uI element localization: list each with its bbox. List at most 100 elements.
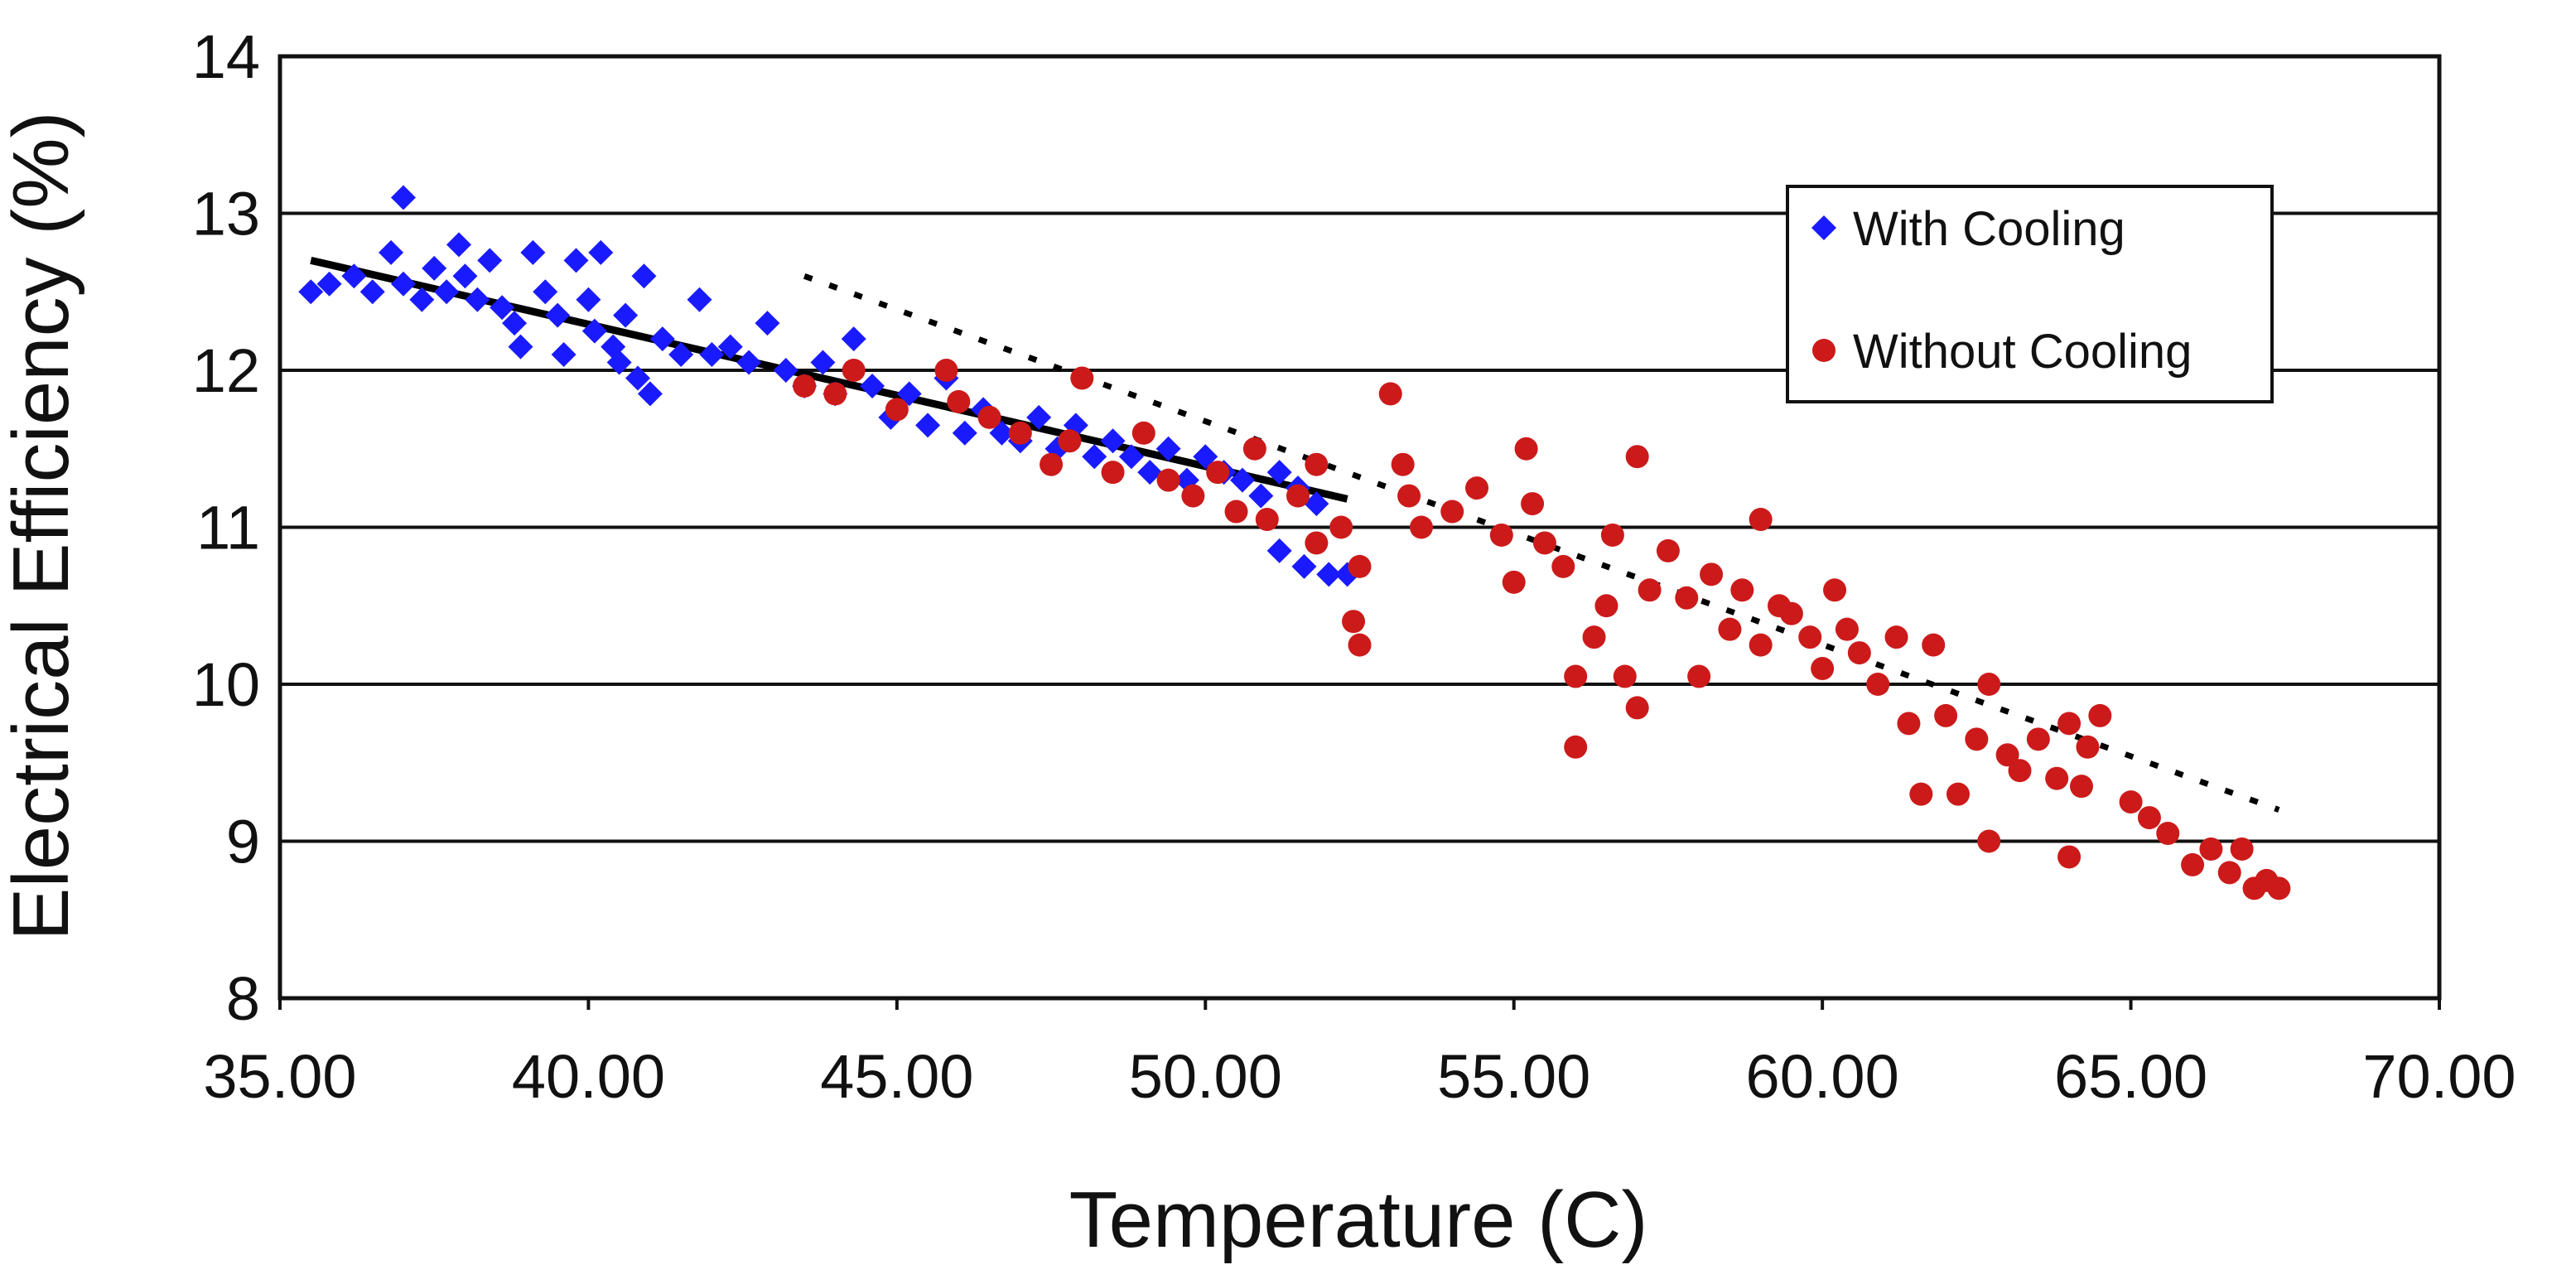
without-cooling-point	[947, 389, 971, 413]
without-cooling-point	[1835, 617, 1859, 641]
without-cooling-trendline	[803, 273, 2280, 813]
with-cooling-point	[316, 271, 342, 297]
without-cooling-point	[1532, 531, 1556, 555]
tick-labels: 8 9 10 11 12 13 14 35.00 40.00 45.00 50.00 55.00 60.…	[192, 22, 2516, 1111]
with-cooling-point	[1266, 460, 1292, 485]
without-cooling-point	[1378, 382, 1402, 406]
without-cooling-point	[1465, 476, 1489, 500]
without-cooling-point	[842, 359, 866, 382]
without-cooling-point	[1995, 743, 2019, 767]
with-cooling-point	[545, 302, 571, 328]
with-cooling-point	[625, 365, 651, 391]
with-cooling-point	[1137, 460, 1163, 485]
with-cooling-point	[563, 248, 589, 273]
without-cooling-point	[1779, 601, 1803, 625]
with-cooling-point	[502, 311, 528, 336]
without-cooling-point	[1847, 641, 1871, 665]
without-cooling-point	[1070, 366, 1094, 390]
without-cooling-point	[1440, 500, 1464, 524]
without-cooling-point	[823, 382, 847, 406]
without-cooling-point	[1811, 657, 1835, 681]
y-tick-label: 11	[196, 494, 260, 562]
x-tick-label: 55.00	[1437, 1042, 1590, 1111]
with-cooling-point	[1155, 436, 1181, 461]
with-cooling-point	[422, 255, 447, 281]
without-cooling-point	[2137, 806, 2161, 830]
with-cooling-point	[915, 413, 941, 438]
without-cooling-point	[1613, 664, 1637, 688]
without-cooling-point	[1514, 437, 1538, 461]
with-cooling-point	[755, 311, 780, 336]
y-tick-label: 13	[192, 180, 260, 249]
without-cooling-point	[1718, 617, 1742, 641]
x-axis-title: Temperature (C)	[1069, 1175, 1648, 1264]
without-cooling-point	[1101, 461, 1125, 485]
with-cooling-point	[581, 318, 607, 344]
with-cooling-point	[1118, 444, 1144, 470]
without-cooling-point	[1798, 625, 1822, 649]
with-cooling-point	[465, 287, 490, 312]
without-cooling-point	[2199, 837, 2223, 861]
without-cooling-point	[1348, 633, 1372, 657]
with-cooling-point	[773, 358, 798, 383]
without-cooling-point	[1730, 578, 1754, 602]
y-tick-label: 14	[192, 22, 260, 91]
legend-marker-without-cooling	[1812, 339, 1836, 362]
without-cooling-point	[2045, 766, 2069, 790]
with-cooling-point	[860, 373, 885, 398]
with-cooling-point	[717, 334, 743, 360]
without-cooling-point	[1502, 570, 1526, 594]
without-cooling-point	[2069, 775, 2093, 799]
without-cooling-point	[2217, 861, 2241, 885]
legend-marker-with-cooling	[1811, 215, 1836, 240]
without-cooling-point	[2088, 703, 2112, 727]
with-cooling-point	[508, 334, 533, 360]
without-cooling-point	[1521, 492, 1545, 516]
x-tick-label: 40.00	[512, 1042, 665, 1111]
x-tick-label: 60.00	[1746, 1042, 1899, 1111]
x-tick-label: 50.00	[1129, 1042, 1282, 1111]
legend-label: With Cooling	[1853, 202, 2125, 256]
with-cooling-point	[1026, 404, 1052, 430]
with-cooling-point	[1248, 483, 1274, 509]
without-cooling-point	[1749, 508, 1773, 532]
with-cooling-point	[841, 326, 866, 352]
without-cooling-point	[1582, 625, 1606, 649]
with-cooling-point	[477, 248, 503, 273]
with-cooling-point	[810, 350, 836, 375]
with-cooling-point	[606, 350, 632, 375]
without-cooling-point	[1922, 633, 1946, 657]
axes	[277, 54, 2442, 1010]
without-cooling-point	[2057, 845, 2082, 869]
y-tick-label: 8	[226, 964, 260, 1033]
without-cooling-point	[2181, 852, 2205, 876]
without-cooling-point	[1131, 421, 1155, 445]
legend: With Cooling Without Cooling	[1786, 185, 2274, 403]
without-cooling-point	[1564, 664, 1588, 688]
without-cooling-point	[1286, 484, 1310, 508]
legend-label: Without Cooling	[1853, 325, 2192, 379]
without-cooling-point	[1058, 429, 1082, 453]
without-cooling-point	[1866, 673, 1890, 696]
without-cooling-point	[1909, 782, 1933, 806]
without-cooling-point	[1600, 523, 1624, 547]
with-cooling-point	[551, 342, 576, 368]
with-cooling-point	[452, 263, 478, 289]
y-tick-label: 12	[192, 336, 260, 405]
without-cooling-point	[1823, 578, 1847, 602]
without-cooling-point	[1884, 625, 1908, 649]
with-cooling-point	[631, 263, 657, 289]
with-cooling-point	[1316, 562, 1342, 587]
without-cooling-point	[1342, 610, 1366, 634]
y-tick-label: 10	[192, 650, 260, 719]
without-cooling-point	[977, 405, 1001, 429]
with-cooling-point	[1291, 553, 1317, 579]
with-cooling-point	[1266, 538, 1292, 563]
without-cooling-point	[2026, 727, 2050, 751]
with-cooling-point	[736, 350, 762, 375]
without-cooling-point	[1897, 712, 1921, 736]
without-cooling-point	[1305, 452, 1329, 476]
without-cooling-point	[1489, 523, 1513, 547]
without-cooling-point	[1625, 445, 1649, 469]
